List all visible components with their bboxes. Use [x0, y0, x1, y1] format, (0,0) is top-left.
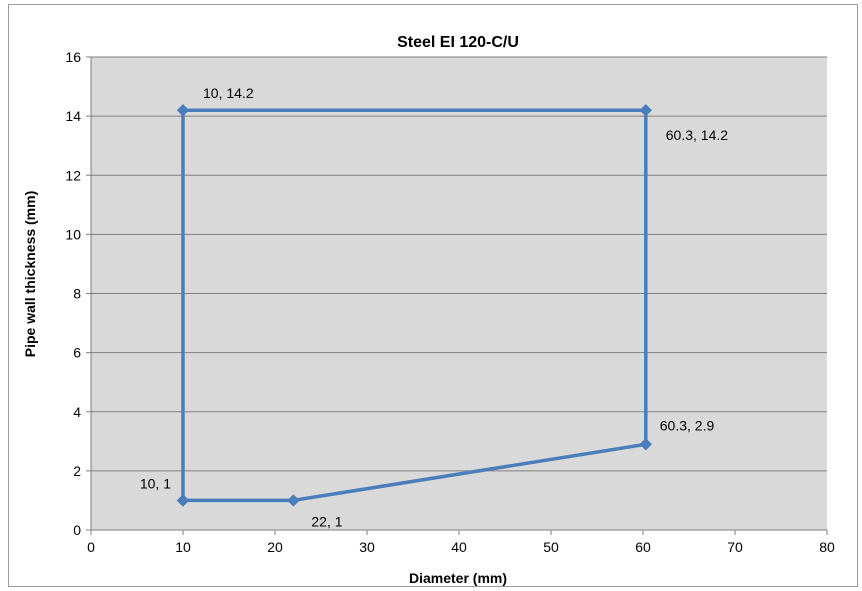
data-point-5 [176, 494, 190, 507]
x-tick-label-30: 30 [359, 539, 375, 555]
data-point-1 [287, 494, 300, 507]
data-label-1: 22, 1 [311, 513, 342, 529]
data-point-4 [176, 104, 190, 117]
x-tick-label-60: 60 [635, 539, 651, 555]
line-chart: 0 2 4 6 8 10 12 14 16 0 10 20 30 40 50 60 70 80 10, 1 22, … [22, 34, 835, 586]
x-tick-label-10: 10 [175, 539, 191, 555]
x-tick-label-0: 0 [87, 539, 95, 555]
data-label-4: 10, 14.2 [203, 85, 254, 101]
data-point-2 [639, 438, 652, 451]
chart-title: Steel EI 120-C/U [397, 34, 519, 51]
y-tick-label-0: 0 [73, 522, 81, 538]
x-axis-title: Diameter (mm) [409, 570, 507, 586]
data-label-2: 60.3, 2.9 [660, 417, 715, 433]
y-tick-label-4: 4 [73, 404, 81, 420]
x-tick-label-80: 80 [819, 539, 835, 555]
data-label-3: 60.3, 14.2 [666, 127, 728, 143]
y-tick-label-2: 2 [73, 463, 81, 479]
data-label-0: 10, 1 [140, 475, 171, 491]
x-tick-label-40: 40 [451, 539, 467, 555]
y-tick-label-16: 16 [65, 49, 81, 65]
y-axis-title: Pipe wall thickness (mm) [22, 191, 38, 358]
y-tick-label-8: 8 [73, 286, 81, 302]
data-point-3 [639, 104, 652, 117]
x-tick-label-70: 70 [727, 539, 743, 555]
x-tick-label-50: 50 [543, 539, 559, 555]
y-tick-label-6: 6 [73, 345, 81, 361]
y-tick-label-12: 12 [65, 167, 81, 183]
series-line-0 [181, 108, 648, 503]
y-tick-label-10: 10 [65, 226, 81, 242]
x-tick-label-20: 20 [267, 539, 283, 555]
chart-frame: 0 2 4 6 8 10 12 14 16 0 10 20 30 40 50 60 70 80 10, 1 22, … [8, 4, 858, 587]
y-tick-label-14: 14 [65, 108, 81, 124]
